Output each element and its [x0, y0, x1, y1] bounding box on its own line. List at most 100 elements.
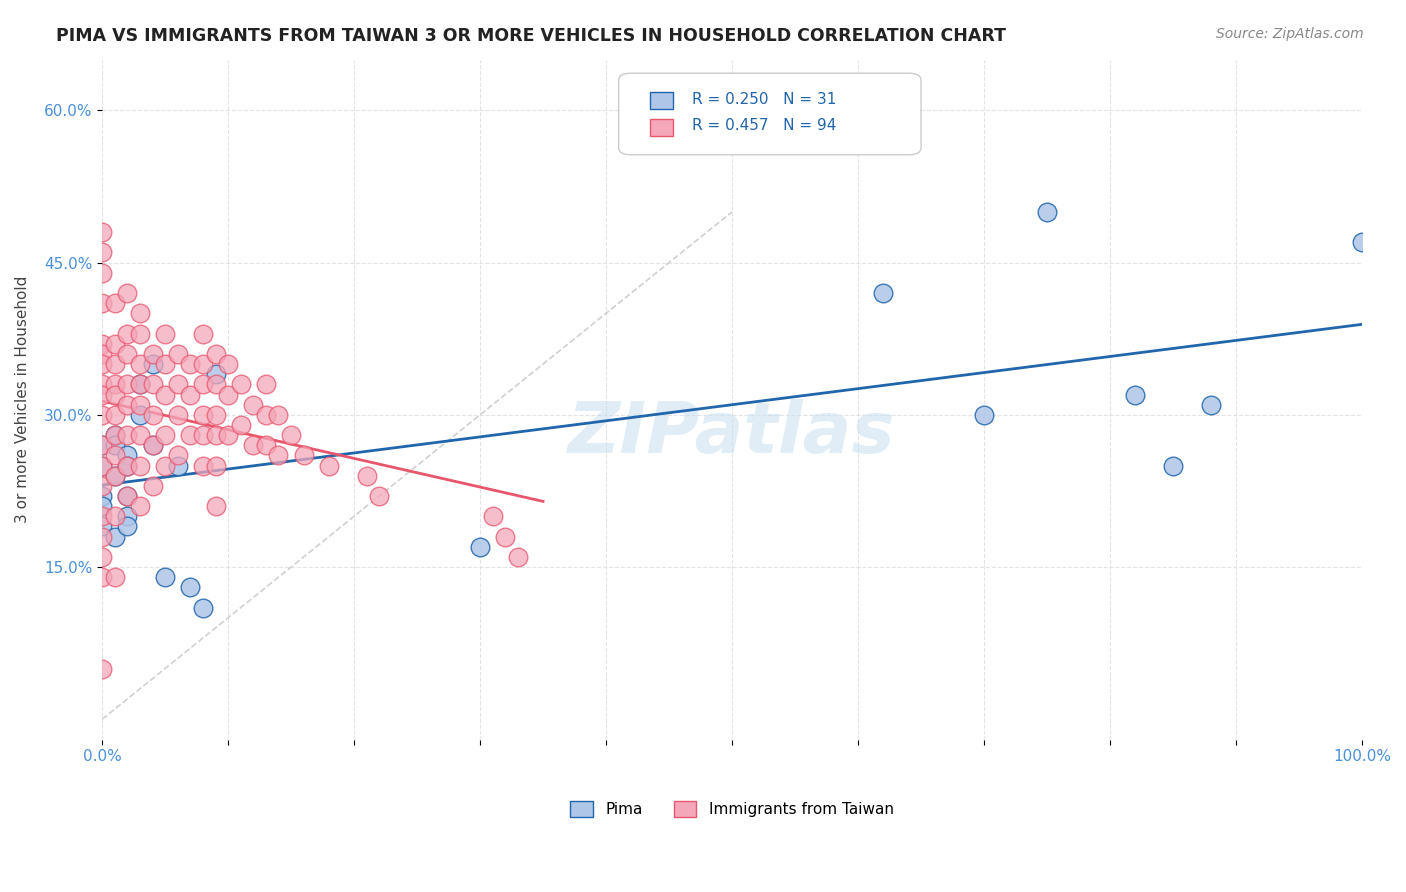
Point — [129, 306, 152, 320]
Point — [166, 458, 188, 473]
Y-axis label: 3 or more Vehicles in Household: 3 or more Vehicles in Household — [15, 276, 30, 524]
Point — [91, 266, 114, 280]
Point — [872, 285, 894, 300]
Point — [129, 458, 152, 473]
Point — [91, 357, 114, 371]
Point — [229, 417, 252, 432]
Point — [267, 449, 290, 463]
Point — [204, 428, 226, 442]
FancyBboxPatch shape — [619, 73, 921, 155]
Point — [506, 549, 529, 564]
FancyBboxPatch shape — [650, 119, 673, 136]
Point — [153, 326, 176, 341]
Point — [117, 347, 139, 361]
Point — [91, 245, 114, 260]
Point — [91, 438, 114, 452]
Point — [217, 428, 239, 442]
Point — [254, 438, 277, 452]
Point — [117, 449, 139, 463]
Point — [1199, 398, 1222, 412]
Point — [104, 468, 127, 483]
Point — [166, 408, 188, 422]
Point — [91, 408, 114, 422]
Point — [204, 368, 226, 382]
Point — [91, 458, 114, 473]
Point — [141, 377, 163, 392]
Point — [117, 489, 139, 503]
Point — [141, 357, 163, 371]
Text: R = 0.457   N = 94: R = 0.457 N = 94 — [692, 118, 837, 133]
Point — [494, 530, 516, 544]
Point — [1123, 387, 1146, 401]
Point — [356, 468, 378, 483]
Point — [141, 479, 163, 493]
Point — [117, 285, 139, 300]
Point — [104, 296, 127, 310]
Point — [191, 377, 214, 392]
Text: PIMA VS IMMIGRANTS FROM TAIWAN 3 OR MORE VEHICLES IN HOUSEHOLD CORRELATION CHART: PIMA VS IMMIGRANTS FROM TAIWAN 3 OR MORE… — [56, 27, 1007, 45]
Point — [117, 326, 139, 341]
Point — [91, 489, 114, 503]
Point — [104, 428, 127, 442]
Point — [91, 519, 114, 533]
Point — [1036, 204, 1059, 219]
Point — [91, 479, 114, 493]
Point — [280, 428, 302, 442]
Point — [368, 489, 391, 503]
Point — [153, 387, 176, 401]
Point — [129, 398, 152, 412]
Point — [91, 458, 114, 473]
Point — [91, 499, 114, 513]
Point — [141, 347, 163, 361]
Text: Source: ZipAtlas.com: Source: ZipAtlas.com — [1216, 27, 1364, 41]
Point — [179, 387, 201, 401]
Point — [204, 347, 226, 361]
Point — [104, 509, 127, 524]
Point — [217, 357, 239, 371]
Point — [166, 347, 188, 361]
FancyBboxPatch shape — [650, 92, 673, 109]
Point — [129, 408, 152, 422]
Point — [117, 489, 139, 503]
Point — [166, 449, 188, 463]
Point — [104, 530, 127, 544]
Point — [104, 449, 127, 463]
Text: ZIPatlas: ZIPatlas — [568, 399, 896, 468]
Point — [117, 519, 139, 533]
Point — [179, 357, 201, 371]
Point — [229, 377, 252, 392]
Legend: Pima, Immigrants from Taiwan: Pima, Immigrants from Taiwan — [564, 795, 900, 823]
Point — [267, 408, 290, 422]
Point — [153, 458, 176, 473]
Point — [91, 377, 114, 392]
Point — [129, 377, 152, 392]
Point — [91, 387, 114, 401]
Point — [191, 326, 214, 341]
Point — [153, 428, 176, 442]
Point — [191, 428, 214, 442]
Point — [204, 377, 226, 392]
Point — [104, 570, 127, 584]
Point — [292, 449, 315, 463]
Point — [129, 377, 152, 392]
Point — [91, 296, 114, 310]
Point — [117, 398, 139, 412]
Point — [117, 428, 139, 442]
Point — [141, 408, 163, 422]
Point — [973, 408, 995, 422]
Point — [242, 398, 264, 412]
Point — [104, 377, 127, 392]
Point — [254, 408, 277, 422]
Point — [117, 509, 139, 524]
Point — [104, 408, 127, 422]
Point — [191, 458, 214, 473]
Point — [481, 509, 503, 524]
Point — [166, 377, 188, 392]
Point — [129, 428, 152, 442]
Point — [129, 357, 152, 371]
Point — [104, 387, 127, 401]
Point — [129, 499, 152, 513]
Point — [91, 549, 114, 564]
Point — [1351, 235, 1374, 250]
Point — [179, 428, 201, 442]
